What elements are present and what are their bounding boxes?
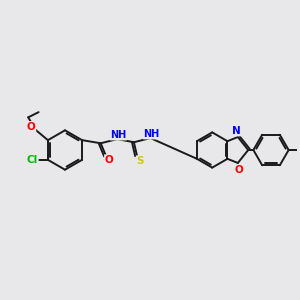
- Text: Cl: Cl: [27, 155, 38, 165]
- Text: N: N: [232, 126, 241, 136]
- Text: S: S: [136, 156, 144, 166]
- Text: NH: NH: [143, 129, 160, 139]
- Text: O: O: [105, 155, 113, 165]
- Text: O: O: [27, 122, 36, 132]
- Text: NH: NH: [110, 130, 127, 140]
- Text: O: O: [235, 165, 243, 175]
